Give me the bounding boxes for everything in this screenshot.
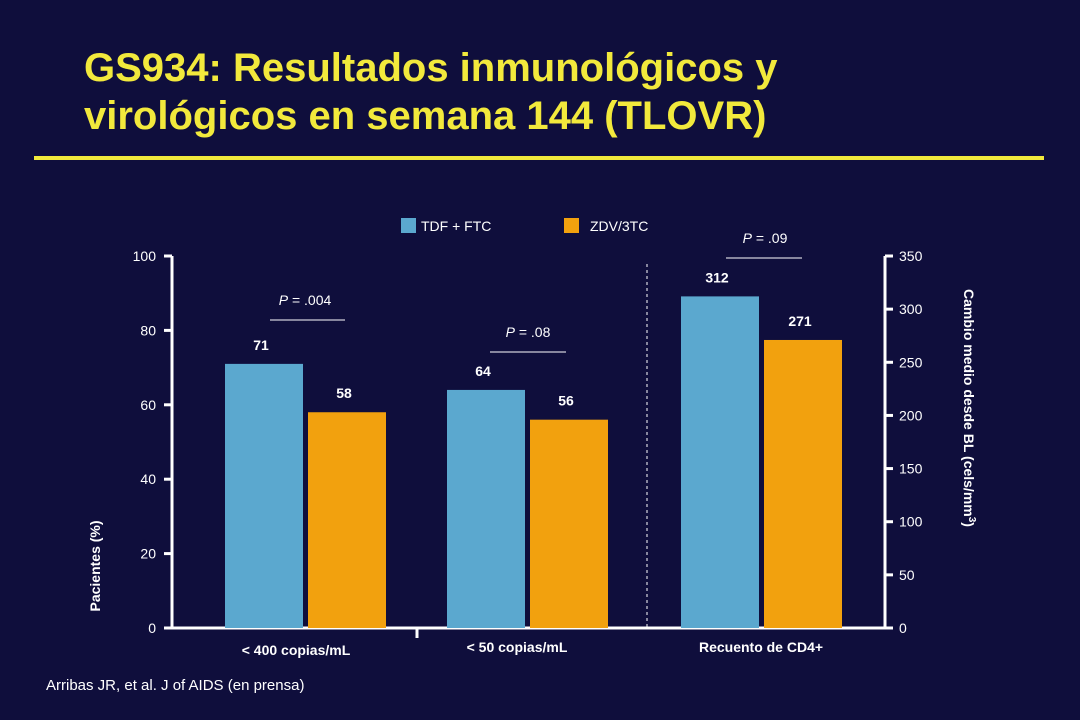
y-right-tick-label: 250 [899,354,923,370]
bar-value-label: 64 [475,363,491,379]
bar [308,412,386,628]
y-left-tick-label: 40 [140,471,156,487]
slide-title: GS934: Resultados inmunológicos y viroló… [84,44,1044,140]
citation: Arribas JR, et al. J of AIDS (en prensa) [46,677,305,694]
y-right-axis-label: Cambio medio desde BL (cels/mm3) [961,289,978,527]
bar [764,339,842,628]
p-value-label: P = .004 [279,292,332,308]
category-label: Recuento de CD4+ [699,639,823,655]
bar [225,363,303,628]
legend-swatch [564,218,579,233]
p-value-label: P = .08 [506,324,551,340]
y-left-axis-label: Pacientes (%) [87,520,103,611]
y-right-tick-label: 0 [899,620,907,636]
y-right-tick-label: 200 [899,407,923,423]
title-underline [34,156,1044,160]
legend-swatch [401,218,416,233]
y-right-tick-label: 300 [899,301,923,317]
y-left-tick-label: 20 [140,546,156,562]
y-left-tick-label: 100 [133,248,157,264]
legend-label: TDF + FTC [421,218,491,234]
y-right-tick-label: 150 [899,461,923,477]
y-right-tick-label: 350 [899,248,923,264]
bar [447,389,525,628]
category-label: < 50 copias/mL [467,639,568,655]
title-line-1: GS934: Resultados inmunológicos y [84,46,778,90]
bar-value-label: 312 [705,269,729,285]
y-right-tick-label: 50 [899,567,915,583]
legend-label: ZDV/3TC [590,218,648,234]
p-value-label: P = .09 [743,230,788,246]
bar-value-label: 271 [788,313,812,329]
bar-value-label: 58 [336,385,352,401]
bar-value-label: 71 [253,337,269,353]
y-left-tick-label: 60 [140,397,156,413]
category-label: < 400 copias/mL [242,642,351,658]
y-left-tick-label: 0 [148,620,156,636]
y-right-tick-label: 100 [899,514,923,530]
bar-value-label: 56 [558,393,574,409]
y-left-tick-label: 80 [140,322,156,338]
bar [681,296,759,628]
title-line-2: virológicos en semana 144 (TLOVR) [84,94,767,138]
bar [530,419,608,628]
